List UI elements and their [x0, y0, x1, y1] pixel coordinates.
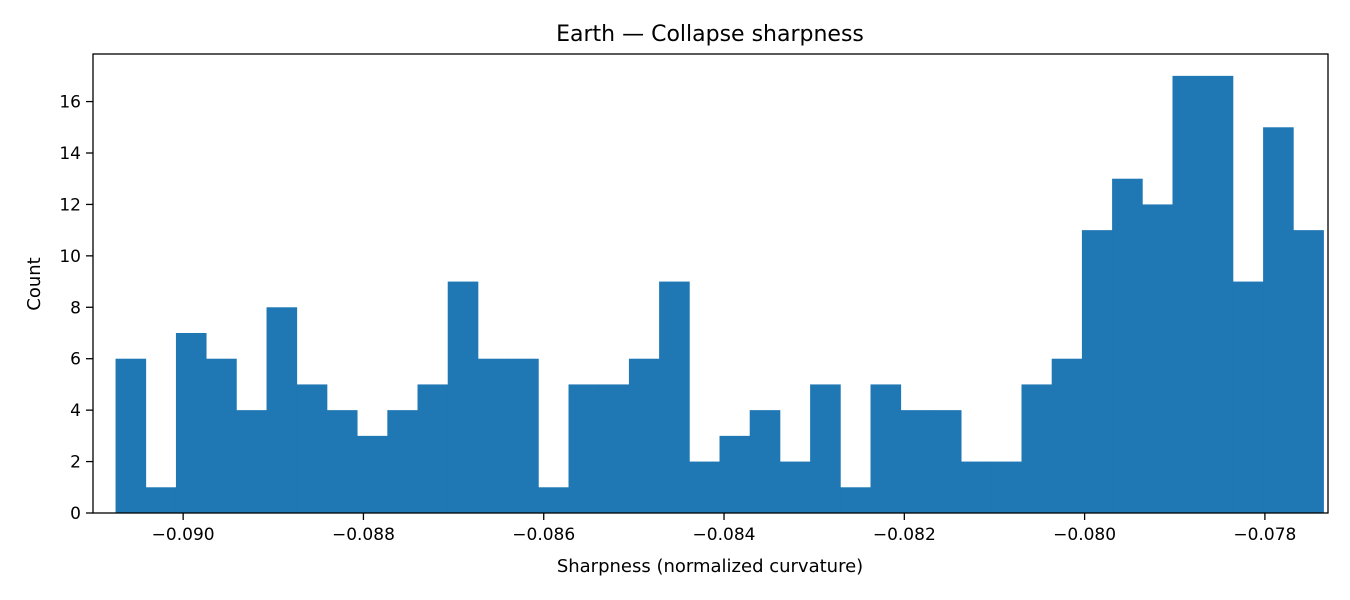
histogram-bar — [1202, 75, 1234, 513]
histogram-bar — [870, 384, 902, 513]
histogram-bar — [1021, 384, 1053, 513]
histogram-bar — [236, 410, 267, 513]
histogram-bar — [1112, 178, 1143, 513]
y-tick-label: 0 — [70, 504, 81, 524]
histogram-bar — [1232, 281, 1264, 513]
histogram-bar — [145, 487, 177, 513]
histogram-bar — [206, 358, 237, 513]
histogram-bar — [930, 410, 962, 513]
histogram-bar — [1051, 358, 1083, 513]
histogram-bar — [628, 358, 660, 513]
histogram-bar — [1293, 230, 1324, 513]
x-tick-label: −0.084 — [693, 525, 756, 545]
histogram-bar — [810, 384, 841, 513]
histogram-bar — [779, 461, 811, 513]
y-tick-label: 16 — [59, 93, 81, 113]
histogram-bar — [719, 435, 751, 513]
histogram-bar — [961, 461, 992, 513]
histogram-bar — [387, 410, 418, 513]
x-tick-label: −0.086 — [512, 525, 575, 545]
histogram-bar — [1142, 204, 1173, 513]
y-tick-label: 12 — [59, 195, 81, 215]
histogram-bar — [175, 333, 207, 513]
y-tick-label: 8 — [70, 298, 81, 318]
histogram-bar — [447, 281, 479, 513]
y-tick-label: 2 — [70, 453, 81, 473]
bars-group — [115, 75, 1324, 514]
x-tick-label: −0.078 — [1233, 525, 1296, 545]
histogram-bar — [991, 461, 1022, 513]
y-tick-label: 6 — [70, 350, 81, 370]
x-axis-label: Sharpness (normalized curvature) — [557, 556, 863, 577]
histogram-bar — [538, 487, 569, 513]
y-tick-label: 14 — [59, 144, 81, 164]
histogram-bar — [1172, 75, 1204, 513]
x-axis-ticks: −0.090 −0.088 −0.086 −0.084 −0.082 −0.080 −0.0… — [152, 513, 1296, 545]
histogram-bar — [1263, 127, 1294, 514]
histogram-bar — [266, 307, 298, 513]
histogram-bar — [749, 410, 781, 513]
y-tick-label: 4 — [70, 401, 81, 421]
y-axis-ticks: 0 2 4 6 8 10 12 14 16 — [59, 93, 93, 524]
histogram-bar — [115, 358, 147, 513]
histogram-bar — [357, 435, 388, 513]
chart-title: Earth — Collapse sharpness — [556, 22, 864, 47]
x-tick-label: −0.080 — [1053, 525, 1116, 545]
x-tick-label: −0.088 — [332, 525, 395, 545]
histogram-bar — [477, 358, 509, 513]
histogram-bar — [840, 487, 871, 513]
y-axis-label: Count — [24, 257, 45, 310]
x-tick-label: −0.090 — [152, 525, 215, 545]
histogram-bar — [659, 281, 690, 513]
histogram-bar — [900, 410, 932, 513]
x-tick-label: −0.082 — [873, 525, 936, 545]
y-tick-label: 10 — [59, 247, 81, 267]
histogram-bar — [598, 384, 630, 513]
plot-frame — [92, 53, 1329, 514]
histogram-bar — [1081, 230, 1113, 513]
histogram-bar — [326, 410, 358, 513]
histogram-bar — [508, 358, 539, 513]
histogram-bar — [568, 384, 600, 513]
histogram-bar — [689, 461, 720, 513]
histogram-bar — [296, 384, 328, 513]
histogram-bar — [417, 384, 449, 513]
